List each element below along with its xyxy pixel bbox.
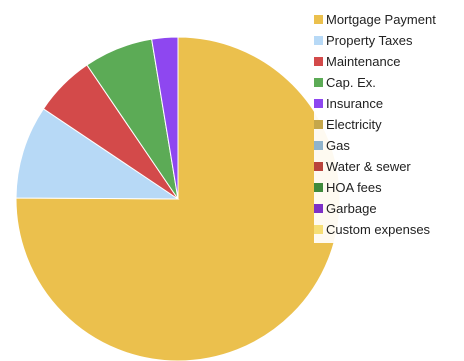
legend-swatch <box>314 15 323 24</box>
legend-item: Maintenance <box>314 51 460 72</box>
pie-slice-1 <box>15 108 180 200</box>
legend-item: Insurance <box>314 93 460 114</box>
legend-swatch <box>314 141 323 150</box>
pie-slice-0 <box>15 36 341 361</box>
legend-label: HOA fees <box>326 180 382 195</box>
legend-swatch <box>314 99 323 108</box>
legend-label: Electricity <box>326 117 382 132</box>
legend-item: Gas <box>314 135 460 156</box>
legend-item: Property Taxes <box>314 30 460 51</box>
legend-label: Insurance <box>326 96 384 111</box>
legend-item: Water & sewer <box>314 156 460 177</box>
chart-legend: Mortgage Payment Property Taxes Maintenanc… <box>314 8 460 243</box>
legend-label: Maintenance <box>326 54 401 69</box>
legend-item: HOA fees <box>314 177 460 198</box>
legend-item: Garbage <box>314 198 460 219</box>
legend-item: Custom expenses <box>314 219 460 240</box>
pie-slice-4 <box>151 36 179 200</box>
legend-swatch <box>314 78 323 87</box>
legend-item: Cap. Ex. <box>314 72 460 93</box>
legend-label: Mortgage Payment <box>326 12 436 27</box>
legend-label: Gas <box>326 138 350 153</box>
legend-swatch <box>314 36 323 45</box>
legend-item: Electricity <box>314 114 460 135</box>
legend-swatch <box>314 120 323 129</box>
legend-item: Mortgage Payment <box>314 9 460 30</box>
legend-label: Property Taxes <box>326 33 413 48</box>
legend-swatch <box>314 225 323 234</box>
legend-swatch <box>314 162 323 171</box>
legend-label: Water & sewer <box>326 159 411 174</box>
legend-label: Cap. Ex. <box>326 75 376 90</box>
legend-swatch <box>314 183 323 192</box>
legend-swatch <box>314 204 323 213</box>
legend-swatch <box>314 57 323 66</box>
legend-label: Custom expenses <box>326 222 431 237</box>
legend-label: Garbage <box>326 201 377 216</box>
